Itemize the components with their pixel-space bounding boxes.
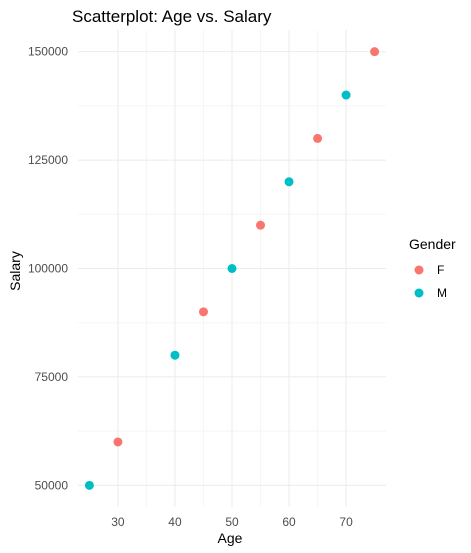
grid-layer <box>78 30 386 507</box>
scatter-point-f <box>370 47 380 57</box>
legend-key-m <box>414 288 424 298</box>
y-axis-ticks: 50000 75000 100000 125000 150000 <box>28 45 68 493</box>
x-tick-label: 40 <box>168 515 182 529</box>
scatter-point-m <box>341 90 351 100</box>
y-tick-label: 125000 <box>28 153 68 167</box>
x-tick-label: 60 <box>282 515 296 529</box>
scatter-point-f <box>113 437 123 447</box>
y-tick-label: 75000 <box>35 370 69 384</box>
x-axis-ticks: 30 40 50 60 70 <box>111 515 353 529</box>
legend: Gender FM <box>409 236 456 300</box>
chart-title: Scatterplot: Age vs. Salary <box>72 7 272 26</box>
legend-title: Gender <box>409 236 456 252</box>
legend-key-f <box>414 265 424 275</box>
x-axis-label: Age <box>218 530 243 546</box>
scatter-point-m <box>84 480 94 490</box>
scatter-point-f <box>198 307 208 317</box>
legend-label-m: M <box>437 286 447 300</box>
scatter-point-m <box>227 264 237 273</box>
legend-label-f: F <box>437 263 444 277</box>
scatter-point-f <box>256 220 266 230</box>
y-axis-label: Salary <box>7 251 23 291</box>
legend-items: FM <box>414 263 447 300</box>
y-tick-label: 50000 <box>35 478 69 492</box>
x-tick-label: 30 <box>111 515 125 529</box>
x-tick-label: 70 <box>339 515 353 529</box>
y-tick-label: 100000 <box>28 262 68 276</box>
y-tick-label: 150000 <box>28 45 68 59</box>
x-tick-label: 50 <box>225 515 239 529</box>
scatter-point-m <box>170 350 180 360</box>
scatter-point-f <box>313 133 323 143</box>
scatter-point-m <box>284 177 294 187</box>
points-layer <box>84 47 380 490</box>
